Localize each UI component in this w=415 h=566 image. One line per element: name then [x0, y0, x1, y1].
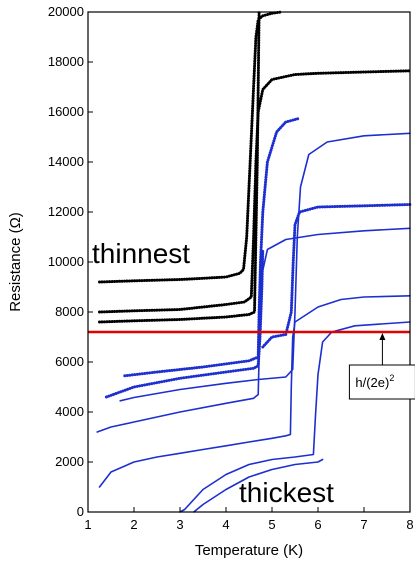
series-10-curve	[193, 458, 324, 513]
x-tick-label: 5	[268, 517, 275, 532]
x-tick-label: 4	[222, 517, 229, 532]
x-tick-label: 2	[130, 517, 137, 532]
callout-label-base: h/(2e)	[355, 375, 389, 390]
x-tick-label: 7	[360, 517, 367, 532]
x-tick-label: 8	[406, 517, 413, 532]
plot-area	[88, 12, 410, 512]
callout-label-superscript: 2	[389, 373, 394, 383]
y-axis-title: Resistance (Ω)	[7, 212, 24, 312]
y-tick-label: 12000	[48, 204, 84, 219]
callout-arrowhead	[379, 333, 386, 340]
thinnest-annotation: thinnest	[92, 238, 190, 269]
x-tick-label: 1	[84, 517, 91, 532]
y-tick-label: 10000	[48, 254, 84, 269]
series-7-curve	[96, 227, 411, 433]
series-2-curve	[98, 10, 261, 324]
x-axis-title: Temperature (K)	[195, 542, 303, 559]
y-tick-label: 20000	[48, 4, 84, 19]
series-9-curve	[179, 321, 411, 513]
y-tick-label: 8000	[55, 304, 84, 319]
series-layer	[96, 10, 412, 513]
x-tick-label: 3	[176, 517, 183, 532]
series-6-curve	[261, 203, 412, 349]
series-5-curve	[119, 132, 411, 402]
thickest-annotation: thickest	[239, 477, 334, 508]
y-axis-ticks: 0 2000 4000 6000 8000 10000 12000 14000 16000 180…	[48, 4, 93, 519]
y-tick-label: 0	[77, 504, 84, 519]
y-tick-label: 2000	[55, 454, 84, 469]
y-tick-label: 14000	[48, 154, 84, 169]
quantum-resistance-callout: h/(2e)2	[348, 333, 415, 400]
y-tick-label: 16000	[48, 104, 84, 119]
series-8-curve	[98, 295, 411, 488]
y-tick-label: 6000	[55, 354, 84, 369]
x-axis-ticks: 1 2 3 4 5 6 7 8	[84, 507, 414, 532]
y-tick-label: 4000	[55, 404, 84, 419]
callout-label: h/(2e)2	[355, 373, 394, 390]
y-tick-label: 18000	[48, 54, 84, 69]
x-tick-label: 6	[314, 517, 321, 532]
series-1-curve	[98, 69, 412, 314]
callout-box	[348, 364, 415, 400]
series-3-curve	[123, 116, 302, 378]
